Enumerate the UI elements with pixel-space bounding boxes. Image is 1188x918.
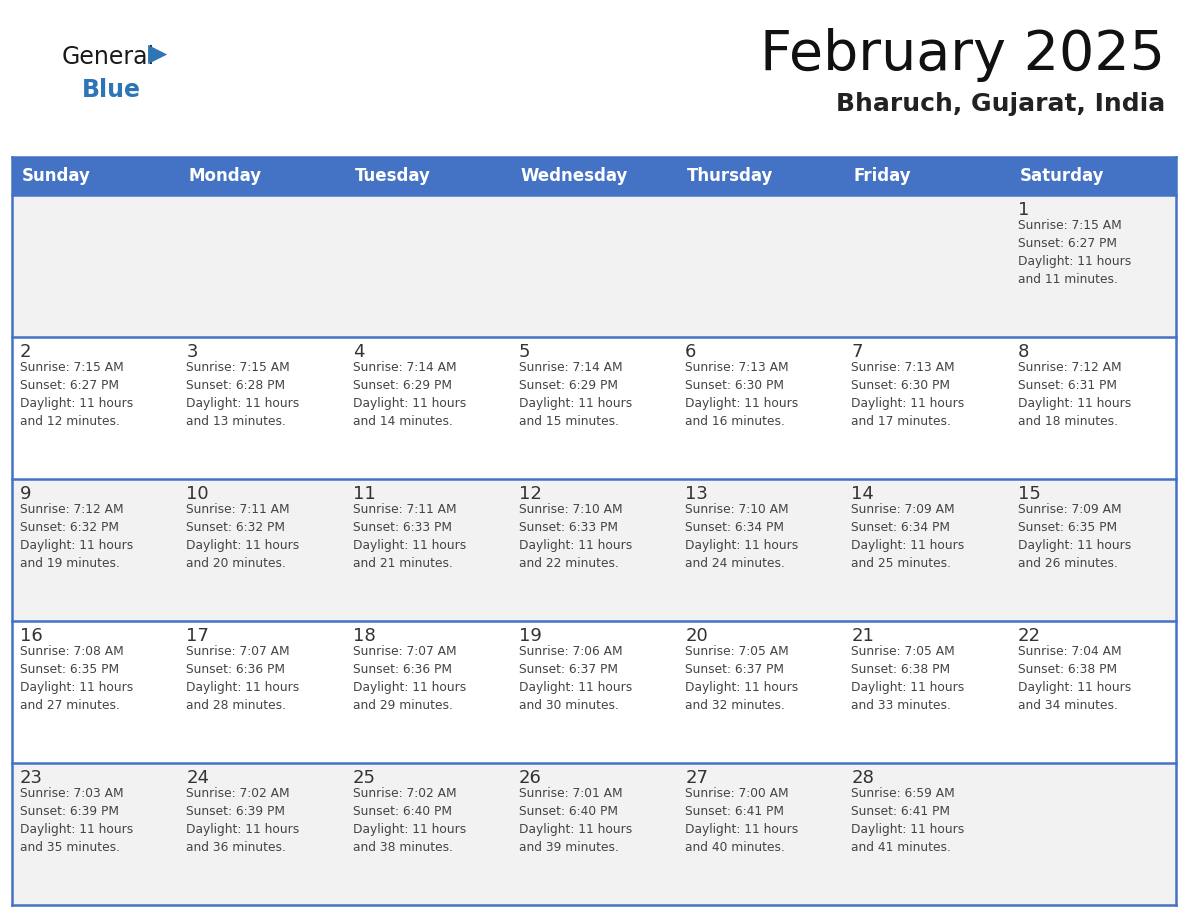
- Text: Sunrise: 7:14 AM
Sunset: 6:29 PM
Daylight: 11 hours
and 15 minutes.: Sunrise: 7:14 AM Sunset: 6:29 PM Dayligh…: [519, 361, 632, 428]
- Text: Blue: Blue: [82, 78, 141, 102]
- Text: 12: 12: [519, 485, 542, 503]
- Text: Sunrise: 7:00 AM
Sunset: 6:41 PM
Daylight: 11 hours
and 40 minutes.: Sunrise: 7:00 AM Sunset: 6:41 PM Dayligh…: [685, 787, 798, 854]
- Text: Tuesday: Tuesday: [354, 167, 430, 185]
- Text: 20: 20: [685, 627, 708, 645]
- Text: Sunrise: 7:04 AM
Sunset: 6:38 PM
Daylight: 11 hours
and 34 minutes.: Sunrise: 7:04 AM Sunset: 6:38 PM Dayligh…: [1018, 645, 1131, 712]
- Text: Sunrise: 7:11 AM
Sunset: 6:33 PM
Daylight: 11 hours
and 21 minutes.: Sunrise: 7:11 AM Sunset: 6:33 PM Dayligh…: [353, 503, 466, 570]
- Text: 6: 6: [685, 343, 696, 361]
- Text: Sunrise: 7:12 AM
Sunset: 6:32 PM
Daylight: 11 hours
and 19 minutes.: Sunrise: 7:12 AM Sunset: 6:32 PM Dayligh…: [20, 503, 133, 570]
- Text: Sunrise: 7:15 AM
Sunset: 6:27 PM
Daylight: 11 hours
and 11 minutes.: Sunrise: 7:15 AM Sunset: 6:27 PM Dayligh…: [1018, 219, 1131, 286]
- Text: 10: 10: [187, 485, 209, 503]
- Text: General: General: [62, 45, 156, 69]
- Text: Sunrise: 7:10 AM
Sunset: 6:33 PM
Daylight: 11 hours
and 22 minutes.: Sunrise: 7:10 AM Sunset: 6:33 PM Dayligh…: [519, 503, 632, 570]
- Text: 19: 19: [519, 627, 542, 645]
- Text: February 2025: February 2025: [760, 28, 1165, 82]
- Text: 17: 17: [187, 627, 209, 645]
- Text: Sunday: Sunday: [23, 167, 90, 185]
- Text: Sunrise: 7:01 AM
Sunset: 6:40 PM
Daylight: 11 hours
and 39 minutes.: Sunrise: 7:01 AM Sunset: 6:40 PM Dayligh…: [519, 787, 632, 854]
- Text: Monday: Monday: [188, 167, 261, 185]
- Text: 5: 5: [519, 343, 530, 361]
- Text: 18: 18: [353, 627, 375, 645]
- Text: Saturday: Saturday: [1019, 167, 1104, 185]
- Text: Sunrise: 7:03 AM
Sunset: 6:39 PM
Daylight: 11 hours
and 35 minutes.: Sunrise: 7:03 AM Sunset: 6:39 PM Dayligh…: [20, 787, 133, 854]
- Text: Sunrise: 7:06 AM
Sunset: 6:37 PM
Daylight: 11 hours
and 30 minutes.: Sunrise: 7:06 AM Sunset: 6:37 PM Dayligh…: [519, 645, 632, 712]
- Text: Sunrise: 6:59 AM
Sunset: 6:41 PM
Daylight: 11 hours
and 41 minutes.: Sunrise: 6:59 AM Sunset: 6:41 PM Dayligh…: [852, 787, 965, 854]
- Text: Sunrise: 7:07 AM
Sunset: 6:36 PM
Daylight: 11 hours
and 28 minutes.: Sunrise: 7:07 AM Sunset: 6:36 PM Dayligh…: [187, 645, 299, 712]
- Text: 14: 14: [852, 485, 874, 503]
- Text: 3: 3: [187, 343, 197, 361]
- Text: Thursday: Thursday: [687, 167, 773, 185]
- Text: 27: 27: [685, 769, 708, 787]
- Text: 7: 7: [852, 343, 862, 361]
- Bar: [12, 157, 1176, 195]
- Text: Sunrise: 7:05 AM
Sunset: 6:37 PM
Daylight: 11 hours
and 32 minutes.: Sunrise: 7:05 AM Sunset: 6:37 PM Dayligh…: [685, 645, 798, 712]
- Text: ▶: ▶: [148, 42, 168, 66]
- Text: 15: 15: [1018, 485, 1041, 503]
- Text: 9: 9: [20, 485, 32, 503]
- Text: Bharuch, Gujarat, India: Bharuch, Gujarat, India: [835, 92, 1165, 116]
- Text: Sunrise: 7:02 AM
Sunset: 6:39 PM
Daylight: 11 hours
and 36 minutes.: Sunrise: 7:02 AM Sunset: 6:39 PM Dayligh…: [187, 787, 299, 854]
- Text: 8: 8: [1018, 343, 1029, 361]
- Text: 2: 2: [20, 343, 32, 361]
- Bar: [12, 479, 1176, 621]
- Text: 28: 28: [852, 769, 874, 787]
- Text: Sunrise: 7:05 AM
Sunset: 6:38 PM
Daylight: 11 hours
and 33 minutes.: Sunrise: 7:05 AM Sunset: 6:38 PM Dayligh…: [852, 645, 965, 712]
- Text: 23: 23: [20, 769, 43, 787]
- Text: Sunrise: 7:09 AM
Sunset: 6:35 PM
Daylight: 11 hours
and 26 minutes.: Sunrise: 7:09 AM Sunset: 6:35 PM Dayligh…: [1018, 503, 1131, 570]
- Bar: [12, 763, 1176, 905]
- Text: Sunrise: 7:11 AM
Sunset: 6:32 PM
Daylight: 11 hours
and 20 minutes.: Sunrise: 7:11 AM Sunset: 6:32 PM Dayligh…: [187, 503, 299, 570]
- Bar: [12, 195, 1176, 337]
- Text: 16: 16: [20, 627, 43, 645]
- Text: Sunrise: 7:15 AM
Sunset: 6:27 PM
Daylight: 11 hours
and 12 minutes.: Sunrise: 7:15 AM Sunset: 6:27 PM Dayligh…: [20, 361, 133, 428]
- Text: Sunrise: 7:02 AM
Sunset: 6:40 PM
Daylight: 11 hours
and 38 minutes.: Sunrise: 7:02 AM Sunset: 6:40 PM Dayligh…: [353, 787, 466, 854]
- Text: Wednesday: Wednesday: [520, 167, 628, 185]
- Text: 26: 26: [519, 769, 542, 787]
- Text: Sunrise: 7:08 AM
Sunset: 6:35 PM
Daylight: 11 hours
and 27 minutes.: Sunrise: 7:08 AM Sunset: 6:35 PM Dayligh…: [20, 645, 133, 712]
- Text: Sunrise: 7:15 AM
Sunset: 6:28 PM
Daylight: 11 hours
and 13 minutes.: Sunrise: 7:15 AM Sunset: 6:28 PM Dayligh…: [187, 361, 299, 428]
- Bar: [12, 621, 1176, 763]
- Text: Sunrise: 7:12 AM
Sunset: 6:31 PM
Daylight: 11 hours
and 18 minutes.: Sunrise: 7:12 AM Sunset: 6:31 PM Dayligh…: [1018, 361, 1131, 428]
- Text: Sunrise: 7:14 AM
Sunset: 6:29 PM
Daylight: 11 hours
and 14 minutes.: Sunrise: 7:14 AM Sunset: 6:29 PM Dayligh…: [353, 361, 466, 428]
- Text: 25: 25: [353, 769, 375, 787]
- Text: Sunrise: 7:13 AM
Sunset: 6:30 PM
Daylight: 11 hours
and 16 minutes.: Sunrise: 7:13 AM Sunset: 6:30 PM Dayligh…: [685, 361, 798, 428]
- Text: Sunrise: 7:13 AM
Sunset: 6:30 PM
Daylight: 11 hours
and 17 minutes.: Sunrise: 7:13 AM Sunset: 6:30 PM Dayligh…: [852, 361, 965, 428]
- Text: 24: 24: [187, 769, 209, 787]
- Text: 4: 4: [353, 343, 364, 361]
- Text: 22: 22: [1018, 627, 1041, 645]
- Text: 21: 21: [852, 627, 874, 645]
- Text: Sunrise: 7:09 AM
Sunset: 6:34 PM
Daylight: 11 hours
and 25 minutes.: Sunrise: 7:09 AM Sunset: 6:34 PM Dayligh…: [852, 503, 965, 570]
- Text: Sunrise: 7:07 AM
Sunset: 6:36 PM
Daylight: 11 hours
and 29 minutes.: Sunrise: 7:07 AM Sunset: 6:36 PM Dayligh…: [353, 645, 466, 712]
- Text: 11: 11: [353, 485, 375, 503]
- Text: Sunrise: 7:10 AM
Sunset: 6:34 PM
Daylight: 11 hours
and 24 minutes.: Sunrise: 7:10 AM Sunset: 6:34 PM Dayligh…: [685, 503, 798, 570]
- Text: 13: 13: [685, 485, 708, 503]
- Text: Friday: Friday: [853, 167, 911, 185]
- Bar: [12, 337, 1176, 479]
- Text: 1: 1: [1018, 201, 1029, 219]
